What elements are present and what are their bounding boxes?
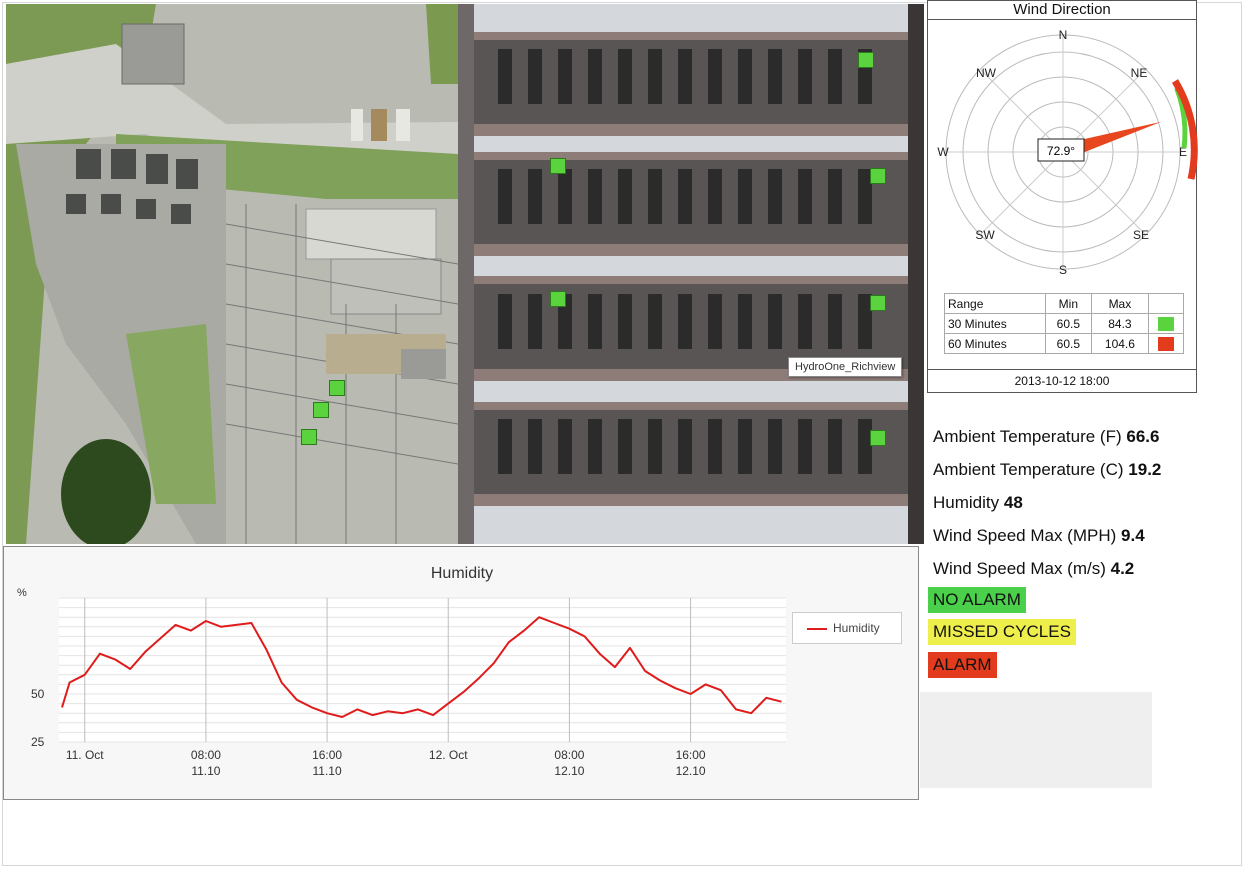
chart-title: Humidity [430,565,494,582]
dir-label-se: SE [1133,228,1149,242]
blank-panel [920,692,1152,788]
status-alarm: ALARM [928,652,997,678]
range-min: 60.5 [1044,313,1093,334]
reading-humidity: Humidity 48 [933,493,1023,512]
x-tick-label: 16:00 [312,748,342,762]
y-tick-label: 50 [31,687,45,701]
wind-direction-value: 72.9° [1047,144,1075,158]
aerial-substation-image [6,4,458,544]
sensor-marker[interactable] [329,380,345,396]
range-arc-60min [1172,79,1198,180]
max-header: Max [1091,293,1149,314]
reading-wind-mph: Wind Speed Max (MPH) 9.4 [933,526,1145,545]
y-axis-label: % [17,587,27,599]
range-row: 60 Minutes 60.5 104.6 [944,333,1185,354]
range-row: 30 Minutes 60.5 84.3 [944,313,1185,334]
reading-wind-ms: Wind Speed Max (m/s) 4.2 [933,559,1135,578]
sensor-marker[interactable] [550,158,566,174]
range-max: 84.3 [1091,313,1149,334]
series-line-humidity [61,616,782,718]
range-color-swatch [1157,316,1174,331]
wind-direction-arrow [1060,121,1162,160]
wind-range-table: Range Min Max 30 Minutes 60.5 84.3 60 Mi… [944,293,1185,354]
status-no-alarm: NO ALARM [928,587,1026,613]
range-max: 104.6 [1091,333,1149,354]
dir-label-ne: NE [1131,66,1148,80]
y-tick-label: 25 [31,735,45,749]
wind-rose: N NE E SE S SW W NW 72.9° [937,28,1198,277]
sensor-marker[interactable] [550,291,566,307]
humidity-chart: % 25 50 11. Oct 08:00 11.10 16:00 11.10 12. Oct 0… [17,587,786,778]
sensor-marker[interactable] [301,429,317,445]
plot-area [59,598,786,742]
x-tick-label: 12.10 [676,764,706,778]
dir-label-s: S [1059,263,1067,277]
wind-direction-panel: Wind Direction N NE E SE S SW W NW 72.9° [927,0,1198,393]
range-color-swatch [1157,336,1174,351]
range-label: 60 Minutes [944,333,1046,354]
dir-label-nw: NW [976,66,997,80]
x-tick-label: 08:00 [554,748,584,762]
range-label: 30 Minutes [944,313,1046,334]
x-tick-label: 11. Oct [66,748,104,762]
x-tick-label: 11.10 [313,764,342,778]
sensor-marker[interactable] [858,52,874,68]
x-tick-label: 16:00 [676,748,706,762]
chart-legend[interactable]: Humidity [792,612,902,644]
min-header: Min [1044,293,1093,314]
capacitor-rack-image [458,4,924,544]
dir-label-w: W [937,145,949,159]
wind-panel-title: Wind Direction [928,1,1196,20]
dir-label-sw: SW [975,228,995,242]
x-tick-label: 12.10 [554,764,584,778]
range-min: 60.5 [1044,333,1093,354]
sensor-marker[interactable] [870,295,886,311]
sensor-marker[interactable] [313,402,329,418]
sensor-marker[interactable] [870,168,886,184]
site-tooltip: HydroOne_Richview [788,357,903,377]
sensor-readings: Ambient Temperature (F) 66.6 Ambient Tem… [933,424,1161,589]
x-tick-label: 11.10 [191,764,220,778]
x-tick-label: 12. Oct [429,748,468,762]
legend-line-swatch [807,628,827,630]
reading-temp-f: Ambient Temperature (F) 66.6 [933,427,1160,446]
status-missed-cycles: MISSED CYCLES [928,619,1076,645]
sensor-marker[interactable] [870,430,886,446]
dir-label-n: N [1059,28,1068,42]
dir-label-e: E [1179,145,1187,159]
x-tick-label: 08:00 [191,748,221,762]
wind-timestamp: 2013-10-12 18:00 [928,369,1196,392]
range-header: Range [944,293,1046,314]
legend-series-label: Humidity [833,621,880,635]
reading-temp-c: Ambient Temperature (C) 19.2 [933,460,1162,479]
